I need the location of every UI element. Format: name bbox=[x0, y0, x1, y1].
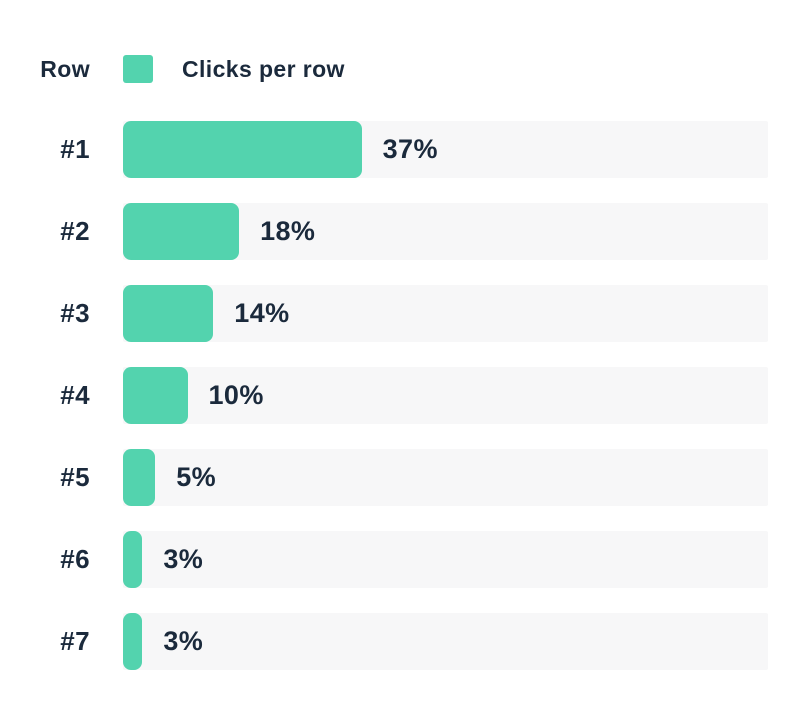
bar-value-label: 14% bbox=[234, 298, 290, 328]
row-axis-title: Row bbox=[40, 55, 90, 82]
bar-track: 3% bbox=[123, 531, 768, 588]
table-row: #7 3% bbox=[0, 613, 768, 670]
bar-value-label: 37% bbox=[382, 134, 438, 164]
row-label: #5 bbox=[60, 462, 90, 492]
bar-track: 37% bbox=[123, 121, 768, 178]
table-row: #3 14% bbox=[0, 285, 768, 342]
table-row: #1 37% bbox=[0, 121, 768, 178]
bar-fill bbox=[123, 613, 143, 670]
table-row: #5 5% bbox=[0, 449, 768, 506]
bars-area: #1 37% #2 18% #3 14% #4 10% bbox=[0, 121, 768, 670]
bar-fill bbox=[123, 285, 214, 342]
bar-fill bbox=[123, 367, 188, 424]
row-label: #2 bbox=[60, 216, 90, 246]
bar-fill bbox=[123, 121, 362, 178]
legend-label: Clicks per row bbox=[182, 55, 345, 82]
table-row: #4 10% bbox=[0, 367, 768, 424]
legend-swatch-icon bbox=[123, 55, 153, 83]
bar-fill bbox=[123, 449, 156, 506]
row-label: #7 bbox=[60, 626, 90, 656]
bar-track: 18% bbox=[123, 203, 768, 260]
bar-value-label: 18% bbox=[260, 216, 316, 246]
table-row: #2 18% bbox=[0, 203, 768, 260]
row-label: #6 bbox=[60, 544, 90, 574]
bar-value-label: 3% bbox=[163, 544, 204, 574]
bar-track: 14% bbox=[123, 285, 768, 342]
bar-fill bbox=[123, 531, 143, 588]
chart-header: Row Clicks per row bbox=[0, 55, 768, 83]
bar-track: 5% bbox=[123, 449, 768, 506]
table-row: #6 3% bbox=[0, 531, 768, 588]
row-label: #1 bbox=[60, 134, 90, 164]
row-label: #4 bbox=[60, 380, 90, 410]
bar-value-label: 3% bbox=[163, 626, 204, 656]
bar-track: 10% bbox=[123, 367, 768, 424]
bar-value-label: 5% bbox=[176, 462, 217, 492]
bar-value-label: 10% bbox=[208, 380, 264, 410]
bar-track: 3% bbox=[123, 613, 768, 670]
legend: Clicks per row bbox=[123, 55, 768, 83]
bar-fill bbox=[123, 203, 240, 260]
row-label: #3 bbox=[60, 298, 90, 328]
